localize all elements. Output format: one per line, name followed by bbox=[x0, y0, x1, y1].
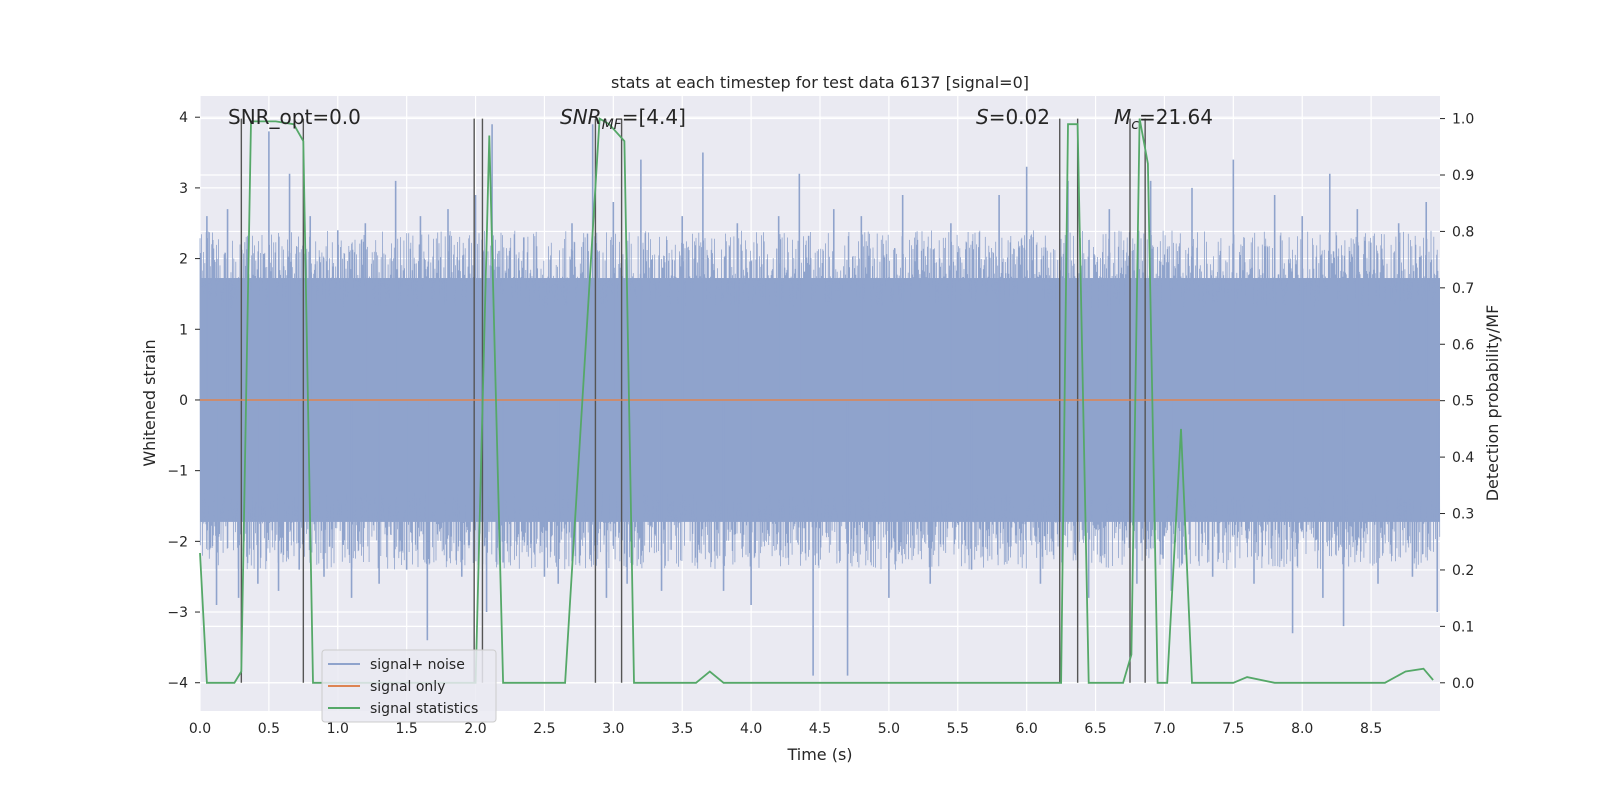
y-tick-labels: 4 3 2 1 0 −1 −2 −3 −4 bbox=[167, 110, 200, 692]
x-tick-label: 3.0 bbox=[602, 721, 624, 737]
annotation-mc: Mc=21.64 bbox=[1114, 105, 1213, 133]
snr-mf-sub: MF bbox=[602, 117, 623, 133]
mc-main: M bbox=[1114, 105, 1131, 129]
x-tick-labels: 0.0 0.5 1.0 1.5 2.0 2.5 3.0 3.5 4.0 4.5 5.0 5.5 6.0 6… bbox=[189, 721, 1382, 737]
x-tick-label: 8.0 bbox=[1291, 721, 1313, 737]
y2-tick-label: 0.5 bbox=[1452, 394, 1474, 410]
x-tick-label: 6.0 bbox=[1016, 721, 1038, 737]
legend-label-signal-statistics: signal statistics bbox=[370, 701, 478, 717]
x-tick-label: 0.0 bbox=[189, 721, 211, 737]
y-tick-label: 0 bbox=[179, 393, 188, 409]
snr-mf-rest: =[4.4] bbox=[622, 105, 686, 129]
x-tick-label: 1.5 bbox=[396, 721, 418, 737]
y-tick-label: 1 bbox=[179, 322, 188, 338]
x-tick-label: 5.5 bbox=[947, 721, 969, 737]
y-tick-label: 2 bbox=[179, 252, 188, 268]
y2-tick-label: 0.7 bbox=[1452, 281, 1474, 297]
s-main: S bbox=[976, 105, 989, 129]
y2-axis-label: Detection probability/MF bbox=[1483, 305, 1502, 502]
y-tick-label: −3 bbox=[167, 605, 188, 621]
y2-tick-label: 0.3 bbox=[1452, 507, 1474, 523]
y2-tick-label: 0.9 bbox=[1452, 168, 1474, 184]
y2-tick-label: 0.2 bbox=[1452, 563, 1474, 579]
y-tick-label: −2 bbox=[167, 534, 188, 550]
y2-tick-label: 0.1 bbox=[1452, 619, 1474, 635]
x-tick-label: 3.5 bbox=[671, 721, 693, 737]
annotation-snr-mf: SNRMF=[4.4] bbox=[560, 105, 686, 133]
x-tick-label: 5.0 bbox=[878, 721, 900, 737]
y-tick-label: −4 bbox=[167, 676, 188, 692]
x-tick-label: 8.5 bbox=[1360, 721, 1382, 737]
x-tick-label: 2.0 bbox=[464, 721, 486, 737]
x-tick-label: 7.5 bbox=[1222, 721, 1244, 737]
y-tick-label: 3 bbox=[179, 181, 188, 197]
y2-tick-label: 0.0 bbox=[1452, 676, 1474, 692]
y2-tick-label: 0.4 bbox=[1452, 450, 1474, 466]
annotation-s: S=0.02 bbox=[976, 105, 1050, 129]
x-tick-label: 4.5 bbox=[809, 721, 831, 737]
legend-label-signal-noise: signal+ noise bbox=[370, 657, 465, 673]
y-axis-label: Whitened strain bbox=[140, 339, 159, 466]
y-tick-label: −1 bbox=[167, 464, 188, 480]
annotation-snr-opt: SNR_opt=0.0 bbox=[228, 105, 361, 129]
legend-label-signal-only: signal only bbox=[370, 679, 445, 695]
x-tick-label: 1.0 bbox=[327, 721, 349, 737]
y-tick-label: 4 bbox=[179, 110, 188, 126]
x-tick-label: 7.0 bbox=[1153, 721, 1175, 737]
y2-tick-label: 1.0 bbox=[1452, 112, 1474, 128]
y2-tick-labels: 1.0 0.9 0.8 0.7 0.6 0.5 0.4 0.3 0.2 0.1 0.0 bbox=[1440, 112, 1474, 692]
snr-mf-main: SNR bbox=[560, 105, 602, 129]
x-tick-label: 0.5 bbox=[258, 721, 280, 737]
mc-rest: =21.64 bbox=[1139, 105, 1213, 129]
y2-tick-label: 0.6 bbox=[1452, 337, 1474, 353]
mc-sub: c bbox=[1131, 117, 1139, 133]
legend: signal+ noise signal only signal statist… bbox=[321, 649, 497, 723]
signal-statistics-series bbox=[199, 117, 1434, 684]
x-tick-label: 6.5 bbox=[1084, 721, 1106, 737]
x-tick-label: 4.0 bbox=[740, 721, 762, 737]
y2-tick-label: 0.8 bbox=[1452, 224, 1474, 240]
legend-box bbox=[321, 649, 497, 723]
signal-statistics-line bbox=[199, 117, 1434, 684]
chart-title: stats at each timestep for test data 613… bbox=[611, 73, 1029, 92]
x-tick-label: 2.5 bbox=[533, 721, 555, 737]
x-axis-label: Time (s) bbox=[786, 745, 852, 764]
s-rest: =0.02 bbox=[989, 105, 1050, 129]
